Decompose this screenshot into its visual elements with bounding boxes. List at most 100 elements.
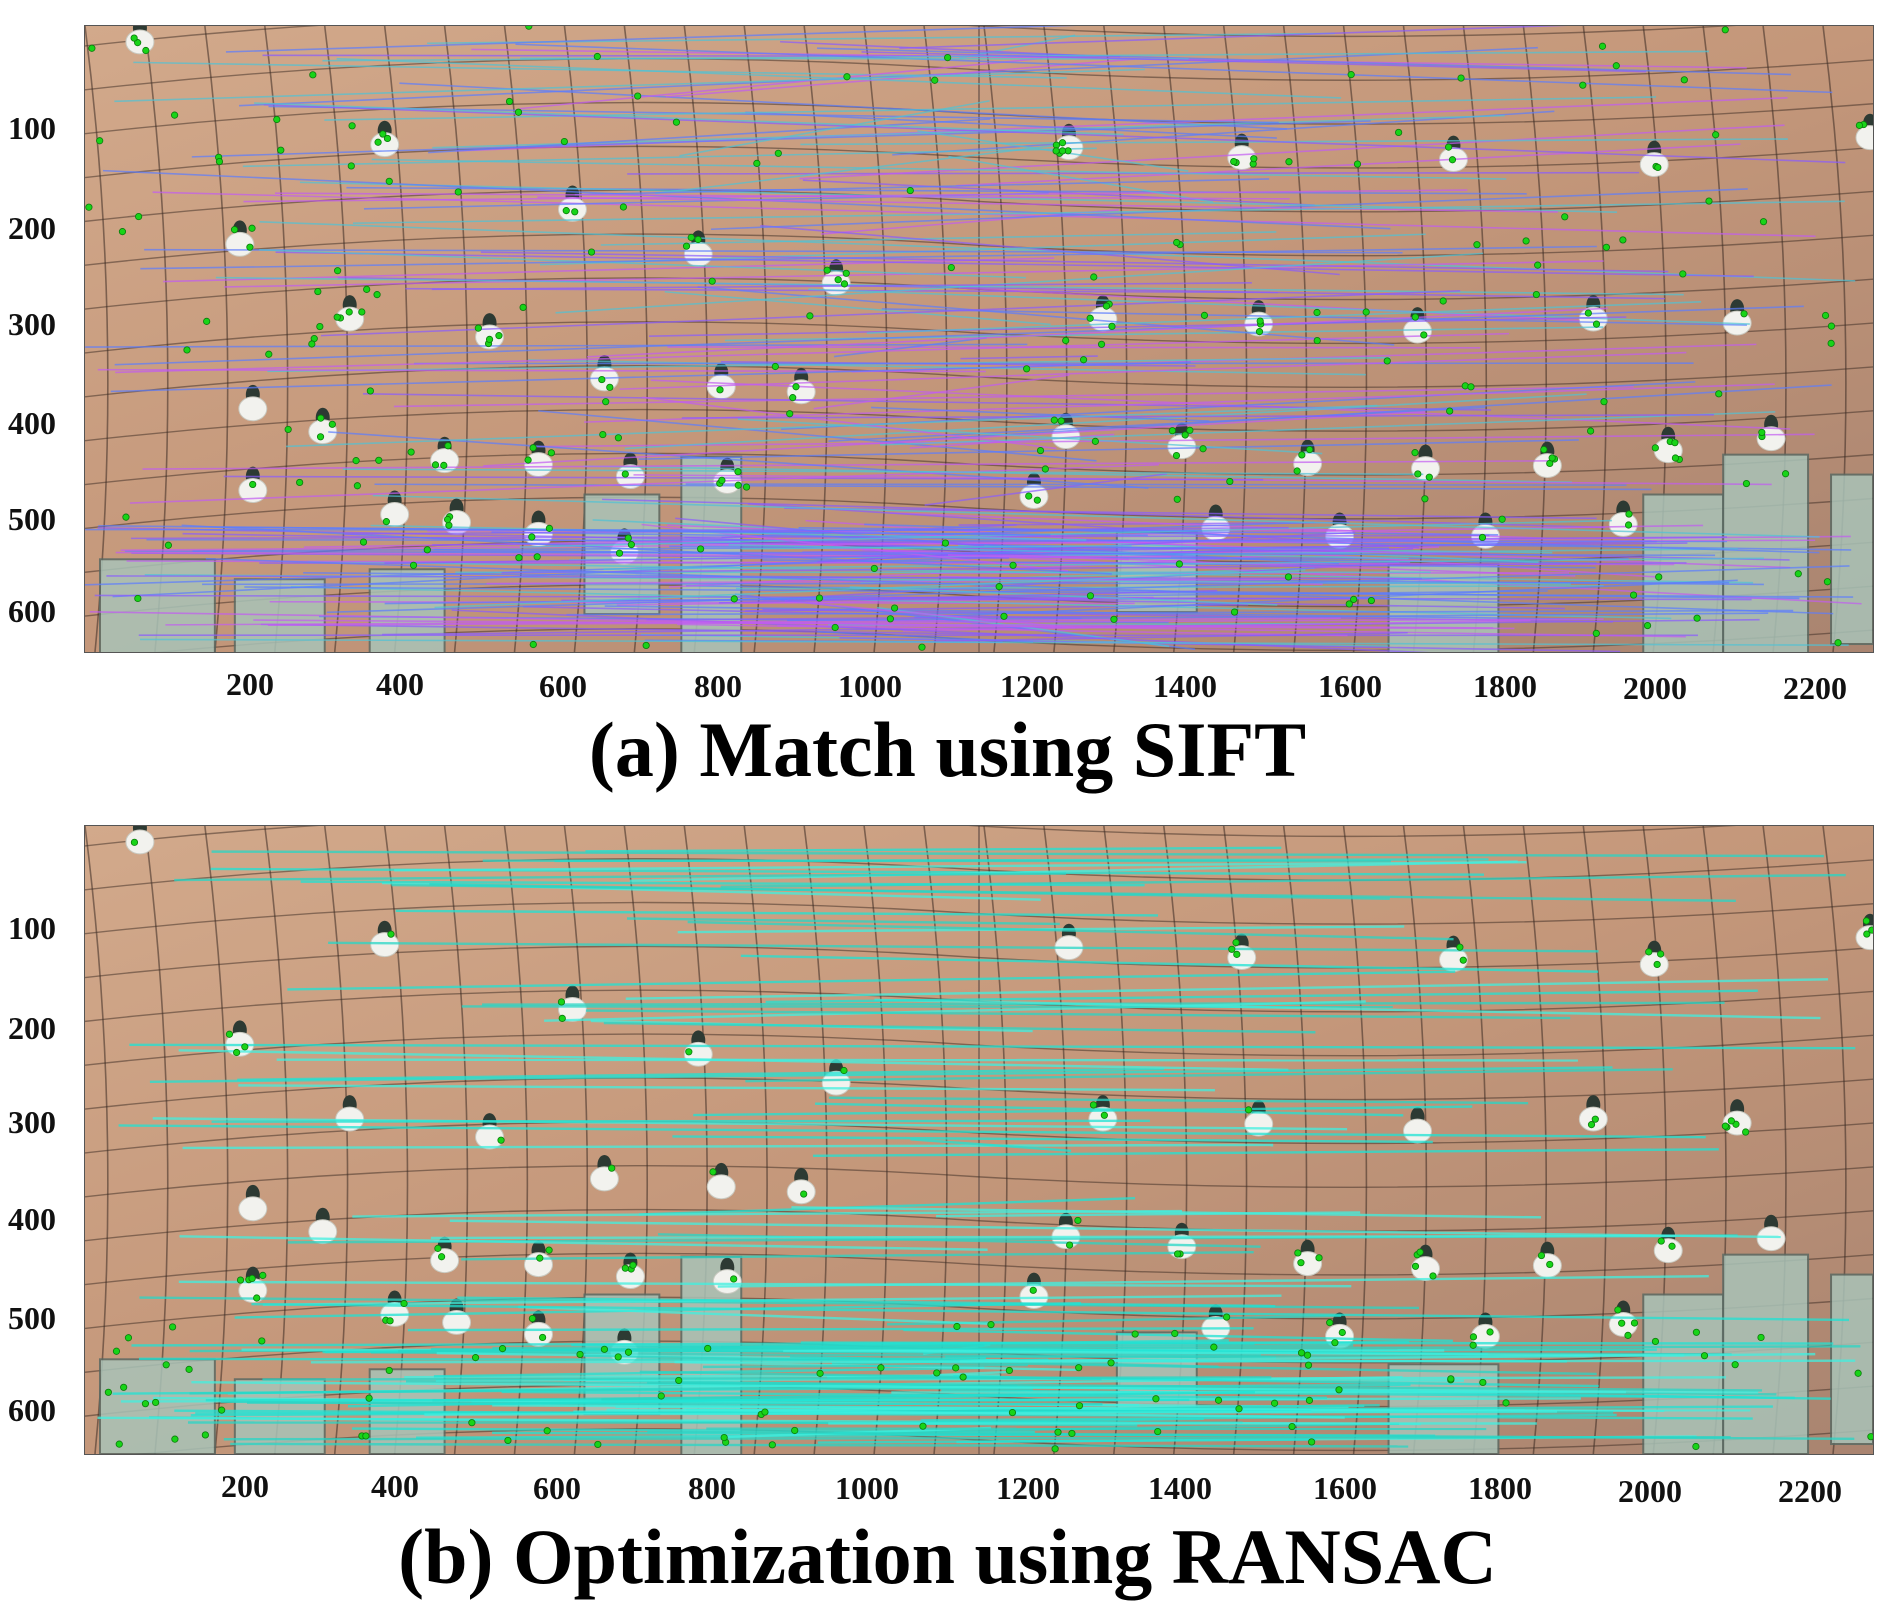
keypoint bbox=[236, 1276, 245, 1284]
keypoint bbox=[694, 235, 702, 244]
match-line bbox=[687, 920, 1454, 941]
match-line bbox=[745, 111, 1277, 139]
match-line bbox=[936, 1211, 1361, 1218]
lamp-bulb bbox=[442, 1309, 472, 1335]
match-line bbox=[648, 316, 1627, 338]
match-line bbox=[626, 917, 1060, 926]
keypoint bbox=[1821, 311, 1830, 320]
match-line bbox=[114, 68, 1145, 103]
match-line bbox=[528, 359, 1366, 376]
keypoint bbox=[624, 534, 632, 542]
match-line bbox=[891, 1390, 1626, 1394]
match-line bbox=[275, 251, 1754, 278]
keypoint bbox=[1223, 1313, 1231, 1321]
keypoint bbox=[1199, 445, 1207, 453]
match-line bbox=[492, 1404, 1461, 1412]
keypoint bbox=[1671, 439, 1679, 447]
x-tick: 200 bbox=[221, 1468, 269, 1504]
keypoint bbox=[1457, 74, 1465, 82]
lamp-bulb bbox=[1756, 1226, 1786, 1252]
window-pane bbox=[1830, 473, 1873, 646]
keypoint bbox=[183, 346, 191, 354]
keypoint bbox=[1862, 917, 1871, 925]
window-pane bbox=[98, 1358, 216, 1454]
match-line bbox=[182, 1143, 1274, 1150]
keypoint bbox=[1284, 573, 1293, 581]
grid-line bbox=[85, 1252, 1873, 1286]
keypoint bbox=[347, 162, 355, 170]
keypoint bbox=[1561, 213, 1569, 221]
keypoint bbox=[627, 541, 635, 549]
match-line bbox=[259, 248, 1026, 279]
keypoint bbox=[543, 1427, 551, 1435]
keypoint bbox=[1353, 160, 1362, 168]
match-line bbox=[152, 1117, 1348, 1131]
keypoint bbox=[1456, 943, 1464, 951]
match-line bbox=[760, 224, 1340, 276]
keypoint bbox=[1411, 1262, 1420, 1270]
grid-line bbox=[85, 826, 1737, 847]
keypoints bbox=[104, 838, 1873, 1453]
grid-line bbox=[1582, 826, 1607, 1454]
match-line bbox=[574, 178, 1270, 196]
keypoint bbox=[85, 203, 93, 211]
keypoint bbox=[225, 1030, 234, 1038]
keypoint bbox=[387, 930, 395, 938]
grid-line bbox=[204, 826, 229, 1454]
keypoint bbox=[1305, 1396, 1314, 1404]
lamp-bulb bbox=[1403, 1118, 1432, 1144]
window-pane bbox=[98, 558, 216, 652]
keypoint bbox=[952, 1364, 960, 1372]
y-tick: 300 bbox=[8, 1104, 56, 1140]
keypoint bbox=[1025, 492, 1033, 500]
keypoint bbox=[444, 442, 452, 450]
keypoint bbox=[1168, 427, 1176, 435]
keypoint bbox=[362, 1432, 370, 1440]
lamp-bulb bbox=[589, 1166, 619, 1192]
keypoint bbox=[1288, 1422, 1296, 1431]
match-line bbox=[174, 872, 1067, 882]
keypoint bbox=[931, 76, 939, 84]
y-tick: 100 bbox=[8, 910, 56, 946]
keypoint bbox=[800, 1190, 808, 1198]
keypoint bbox=[1498, 515, 1506, 523]
keypoint bbox=[409, 561, 418, 569]
keypoint bbox=[1367, 596, 1375, 605]
match-line bbox=[555, 252, 1484, 314]
y-tick: 500 bbox=[8, 501, 56, 537]
keypoint bbox=[407, 448, 415, 456]
match-line bbox=[85, 343, 1028, 348]
keypoint bbox=[1033, 496, 1041, 504]
keypoint bbox=[734, 481, 742, 489]
keypoint bbox=[1532, 290, 1540, 299]
x-tick: 600 bbox=[533, 1470, 581, 1506]
keypoint bbox=[547, 449, 555, 457]
match-line bbox=[787, 612, 1769, 622]
keypoint bbox=[1110, 615, 1118, 623]
keypoint bbox=[1298, 451, 1306, 459]
match-line bbox=[398, 1344, 1354, 1353]
keypoint bbox=[1618, 1319, 1626, 1327]
match-line bbox=[600, 231, 1277, 246]
keypoint bbox=[1657, 1237, 1665, 1245]
keypoint bbox=[1362, 308, 1370, 316]
lamp-bulb bbox=[238, 396, 268, 422]
keypoint bbox=[1313, 337, 1321, 345]
keypoint bbox=[791, 1426, 799, 1435]
keypoint bbox=[1075, 1402, 1084, 1410]
y-tick: 600 bbox=[8, 1392, 56, 1428]
keypoint bbox=[273, 115, 281, 124]
keypoint bbox=[519, 303, 527, 311]
keypoint bbox=[1712, 131, 1720, 139]
keypoint bbox=[363, 285, 371, 293]
keypoint bbox=[953, 1322, 961, 1331]
keypoint bbox=[823, 266, 831, 274]
y-tick: 400 bbox=[8, 1201, 56, 1237]
keypoint bbox=[1446, 407, 1454, 415]
keypoint bbox=[124, 1334, 133, 1342]
window-pane bbox=[1722, 453, 1810, 652]
keypoint bbox=[594, 1440, 602, 1449]
lamp-bulb bbox=[1403, 318, 1432, 344]
keypoint bbox=[1421, 495, 1429, 503]
match-line bbox=[434, 569, 1306, 609]
